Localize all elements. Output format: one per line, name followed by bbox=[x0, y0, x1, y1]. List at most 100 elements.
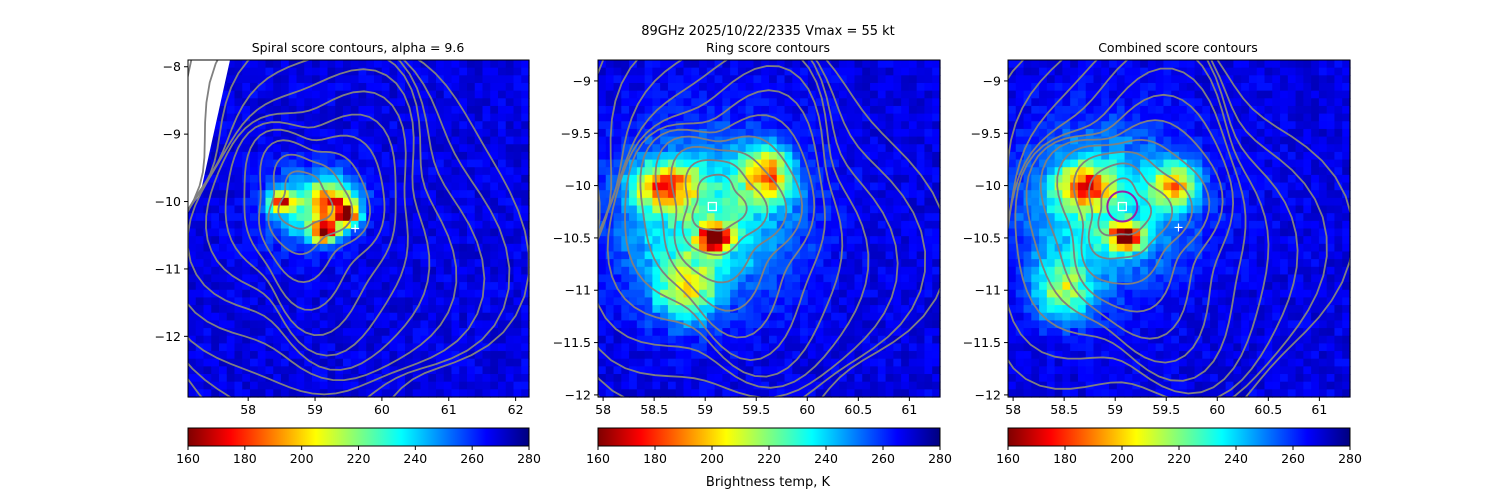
heatmap-cell bbox=[652, 335, 661, 344]
heatmap-cell bbox=[505, 82, 515, 92]
heatmap-cell bbox=[1070, 197, 1079, 207]
heatmap-cell bbox=[901, 144, 910, 153]
heatmap-cell bbox=[598, 366, 607, 375]
heatmap-cell bbox=[296, 144, 305, 153]
heatmap-cell bbox=[1124, 190, 1133, 199]
heatmap-cell bbox=[660, 159, 669, 168]
heatmap-cell bbox=[265, 351, 274, 360]
heatmap-cell bbox=[932, 289, 941, 299]
heatmap-cell bbox=[358, 113, 367, 122]
heatmap-cell bbox=[459, 243, 468, 253]
heatmap-cell bbox=[831, 105, 840, 115]
heatmap-cell bbox=[327, 266, 336, 276]
heatmap-cell bbox=[1109, 381, 1118, 390]
heatmap-cell bbox=[908, 136, 918, 145]
heatmap-cell bbox=[242, 328, 251, 337]
heatmap-cell bbox=[800, 159, 809, 168]
heatmap-cell bbox=[366, 282, 375, 291]
heatmap-cell bbox=[304, 60, 313, 69]
heatmap-cell bbox=[924, 128, 933, 138]
heatmap-cell bbox=[815, 389, 825, 398]
heatmap-cell bbox=[234, 98, 243, 107]
heatmap-cell bbox=[784, 128, 793, 138]
heatmap-cell bbox=[932, 335, 941, 344]
heatmap-cell bbox=[1116, 105, 1126, 115]
heatmap-cell bbox=[505, 167, 515, 176]
heatmap-cell bbox=[901, 128, 910, 138]
heatmap-cell bbox=[397, 351, 406, 360]
x-tick-label: 61 bbox=[901, 402, 917, 417]
heatmap-cell bbox=[513, 297, 522, 306]
heatmap-cell bbox=[722, 358, 731, 367]
heatmap-cell bbox=[319, 182, 329, 191]
heatmap-cell bbox=[1093, 136, 1102, 145]
heatmap-cell bbox=[319, 167, 329, 176]
heatmap-cell bbox=[667, 358, 677, 367]
heatmap-cell bbox=[397, 335, 406, 344]
heatmap-cell bbox=[784, 343, 793, 352]
heatmap-cell bbox=[521, 182, 530, 191]
heatmap-cell bbox=[1023, 220, 1032, 230]
heatmap-cell bbox=[397, 259, 406, 268]
heatmap-cell bbox=[901, 98, 910, 107]
heatmap-cell bbox=[691, 197, 700, 207]
heatmap-cell bbox=[374, 82, 383, 92]
heatmap-cell bbox=[420, 312, 429, 322]
heatmap-cell bbox=[761, 228, 770, 237]
heatmap-cell bbox=[730, 167, 739, 176]
heatmap-cell bbox=[1147, 60, 1157, 69]
heatmap-cell bbox=[521, 197, 530, 207]
heatmap-cell bbox=[737, 90, 747, 99]
heatmap-cell bbox=[1163, 335, 1172, 344]
heatmap-cell bbox=[1109, 374, 1118, 383]
heatmap-cell bbox=[1171, 144, 1180, 153]
heatmap-cell bbox=[1147, 75, 1157, 84]
heatmap-cell bbox=[629, 289, 638, 299]
heatmap-cell bbox=[621, 259, 630, 268]
heatmap-cell bbox=[443, 282, 453, 291]
heatmap-cell bbox=[815, 105, 825, 115]
heatmap-cell bbox=[226, 190, 236, 199]
heatmap-cell bbox=[769, 335, 778, 344]
heatmap-cell bbox=[792, 251, 801, 260]
heatmap-cell bbox=[505, 121, 515, 130]
heatmap-cell bbox=[358, 320, 367, 329]
heatmap-cell bbox=[257, 159, 267, 168]
heatmap-cell bbox=[1046, 259, 1056, 268]
heatmap-cell bbox=[675, 205, 685, 214]
heatmap-cell bbox=[893, 282, 902, 291]
heatmap-cell bbox=[451, 381, 460, 390]
heatmap-cell bbox=[1132, 144, 1141, 153]
heatmap-cell bbox=[412, 128, 422, 138]
heatmap-cell bbox=[1109, 67, 1118, 76]
heatmap-cell bbox=[188, 282, 197, 291]
heatmap-cell bbox=[901, 305, 910, 314]
heatmap-cell bbox=[304, 98, 313, 107]
heatmap-cell bbox=[257, 320, 267, 329]
heatmap-cell bbox=[636, 366, 646, 375]
heatmap-cell bbox=[219, 343, 228, 352]
heatmap-cell bbox=[242, 67, 251, 76]
heatmap-cell bbox=[211, 213, 220, 222]
heatmap-cell bbox=[691, 113, 700, 122]
heatmap-cell bbox=[436, 228, 445, 237]
heatmap-cell bbox=[1039, 243, 1048, 253]
heatmap-cell bbox=[234, 113, 243, 122]
heatmap-cell bbox=[1015, 312, 1025, 322]
heatmap-cell bbox=[823, 305, 832, 314]
heatmap-cell bbox=[761, 274, 770, 283]
heatmap-cell bbox=[1062, 220, 1071, 230]
heatmap-cell bbox=[1101, 381, 1110, 390]
heatmap-cell bbox=[683, 98, 692, 107]
heatmap-cell bbox=[916, 205, 926, 214]
heatmap-cell bbox=[366, 335, 375, 344]
heatmap-cell bbox=[916, 243, 926, 253]
heatmap-cell bbox=[459, 75, 468, 84]
heatmap-cell bbox=[706, 182, 716, 191]
heatmap-cell bbox=[1023, 243, 1032, 253]
heatmap-cell bbox=[769, 167, 778, 176]
heatmap-cell bbox=[343, 328, 352, 337]
heatmap-cell bbox=[312, 259, 321, 268]
heatmap-cell bbox=[358, 75, 367, 84]
heatmap-cell bbox=[737, 228, 747, 237]
